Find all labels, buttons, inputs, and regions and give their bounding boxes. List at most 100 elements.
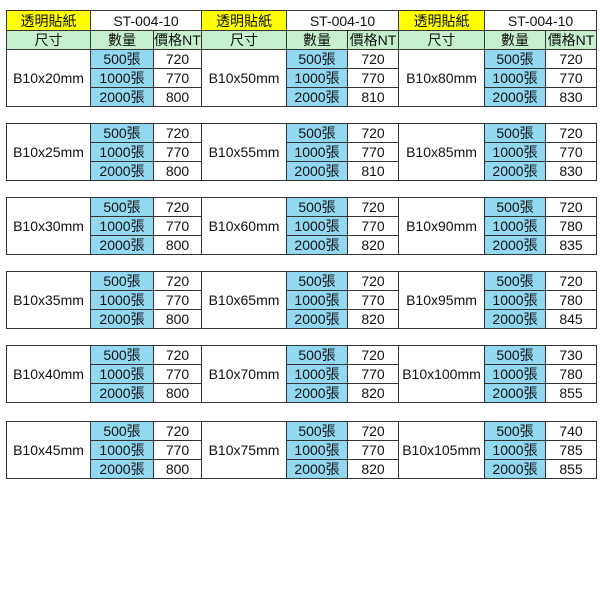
size-column-header: 尺寸 xyxy=(6,30,91,50)
product-name-header: 透明貼紙 xyxy=(201,10,287,31)
quantity-cell: 500張 xyxy=(286,49,348,69)
price-cell: 845 xyxy=(545,309,597,329)
quantity-cell: 500張 xyxy=(484,123,546,143)
price-column-header: 價格NT xyxy=(153,30,202,50)
price-cell: 720 xyxy=(153,49,202,69)
quantity-cell: 2000張 xyxy=(90,235,154,255)
quantity-cell: 2000張 xyxy=(90,87,154,107)
size-cell: B10x50mm xyxy=(201,49,287,107)
product-name-header: 透明貼紙 xyxy=(398,10,485,31)
price-cell: 830 xyxy=(545,87,597,107)
size-cell: B10x105mm xyxy=(398,421,485,479)
size-cell: B10x35mm xyxy=(6,271,91,329)
product-code-header: ST-004-10 xyxy=(484,10,597,31)
price-cell: 830 xyxy=(545,161,597,181)
product-name-header: 透明貼紙 xyxy=(6,10,91,31)
price-cell: 730 xyxy=(545,345,597,365)
quantity-cell: 1000張 xyxy=(286,290,348,310)
price-cell: 720 xyxy=(153,271,202,291)
quantity-cell: 1000張 xyxy=(90,364,154,384)
quantity-cell: 500張 xyxy=(90,49,154,69)
size-cell: B10x55mm xyxy=(201,123,287,181)
size-column-header: 尺寸 xyxy=(201,30,287,50)
quantity-cell: 500張 xyxy=(90,197,154,217)
price-cell: 780 xyxy=(545,290,597,310)
size-cell: B10x25mm xyxy=(6,123,91,181)
quantity-cell: 500張 xyxy=(286,271,348,291)
quantity-column-header: 數量 xyxy=(90,30,154,50)
price-cell: 770 xyxy=(347,142,399,162)
quantity-cell: 500張 xyxy=(484,49,546,69)
quantity-cell: 1000張 xyxy=(484,216,546,236)
size-cell: B10x40mm xyxy=(6,345,91,403)
price-cell: 800 xyxy=(153,87,202,107)
quantity-cell: 500張 xyxy=(484,271,546,291)
price-cell: 720 xyxy=(153,123,202,143)
size-cell: B10x20mm xyxy=(6,49,91,107)
price-cell: 720 xyxy=(347,49,399,69)
price-cell: 720 xyxy=(153,421,202,441)
quantity-cell: 500張 xyxy=(90,421,154,441)
quantity-cell: 1000張 xyxy=(90,142,154,162)
quantity-cell: 500張 xyxy=(286,197,348,217)
quantity-cell: 1000張 xyxy=(286,68,348,88)
size-cell: B10x85mm xyxy=(398,123,485,181)
price-column-header: 價格NT xyxy=(347,30,399,50)
quantity-cell: 2000張 xyxy=(286,235,348,255)
quantity-cell: 2000張 xyxy=(90,309,154,329)
size-cell: B10x75mm xyxy=(201,421,287,479)
quantity-cell: 2000張 xyxy=(286,161,348,181)
size-column-header: 尺寸 xyxy=(398,30,485,50)
price-cell: 720 xyxy=(347,197,399,217)
quantity-cell: 1000張 xyxy=(90,440,154,460)
quantity-column-header: 數量 xyxy=(484,30,546,50)
quantity-cell: 2000張 xyxy=(286,87,348,107)
quantity-cell: 500張 xyxy=(484,421,546,441)
product-code-header: ST-004-10 xyxy=(90,10,202,31)
price-column-header: 價格NT xyxy=(545,30,597,50)
price-cell: 770 xyxy=(153,142,202,162)
price-cell: 770 xyxy=(347,440,399,460)
price-cell: 855 xyxy=(545,383,597,403)
price-cell: 780 xyxy=(545,364,597,384)
quantity-cell: 1000張 xyxy=(90,68,154,88)
price-cell: 720 xyxy=(545,123,597,143)
price-cell: 800 xyxy=(153,309,202,329)
quantity-cell: 500張 xyxy=(286,345,348,365)
price-cell: 770 xyxy=(153,290,202,310)
quantity-cell: 2000張 xyxy=(484,459,546,479)
quantity-cell: 500張 xyxy=(484,197,546,217)
quantity-cell: 1000張 xyxy=(484,290,546,310)
price-cell: 770 xyxy=(347,364,399,384)
quantity-cell: 1000張 xyxy=(484,142,546,162)
quantity-cell: 500張 xyxy=(286,123,348,143)
quantity-cell: 1000張 xyxy=(484,364,546,384)
price-cell: 720 xyxy=(347,123,399,143)
price-cell: 720 xyxy=(545,197,597,217)
price-cell: 770 xyxy=(153,216,202,236)
price-cell: 770 xyxy=(153,440,202,460)
price-cell: 770 xyxy=(347,290,399,310)
price-cell: 770 xyxy=(347,68,399,88)
price-cell: 820 xyxy=(347,383,399,403)
quantity-cell: 2000張 xyxy=(286,309,348,329)
quantity-cell: 1000張 xyxy=(286,364,348,384)
price-cell: 820 xyxy=(347,309,399,329)
quantity-cell: 2000張 xyxy=(484,309,546,329)
price-cell: 770 xyxy=(347,216,399,236)
price-cell: 720 xyxy=(347,271,399,291)
size-cell: B10x60mm xyxy=(201,197,287,255)
quantity-cell: 2000張 xyxy=(484,87,546,107)
price-cell: 800 xyxy=(153,161,202,181)
price-cell: 720 xyxy=(545,271,597,291)
size-cell: B10x100mm xyxy=(398,345,485,403)
price-cell: 770 xyxy=(545,142,597,162)
price-cell: 785 xyxy=(545,440,597,460)
quantity-cell: 500張 xyxy=(90,123,154,143)
quantity-cell: 2000張 xyxy=(90,161,154,181)
price-cell: 720 xyxy=(545,49,597,69)
price-cell: 720 xyxy=(347,345,399,365)
quantity-cell: 500張 xyxy=(484,345,546,365)
size-cell: B10x45mm xyxy=(6,421,91,479)
quantity-cell: 1000張 xyxy=(90,290,154,310)
